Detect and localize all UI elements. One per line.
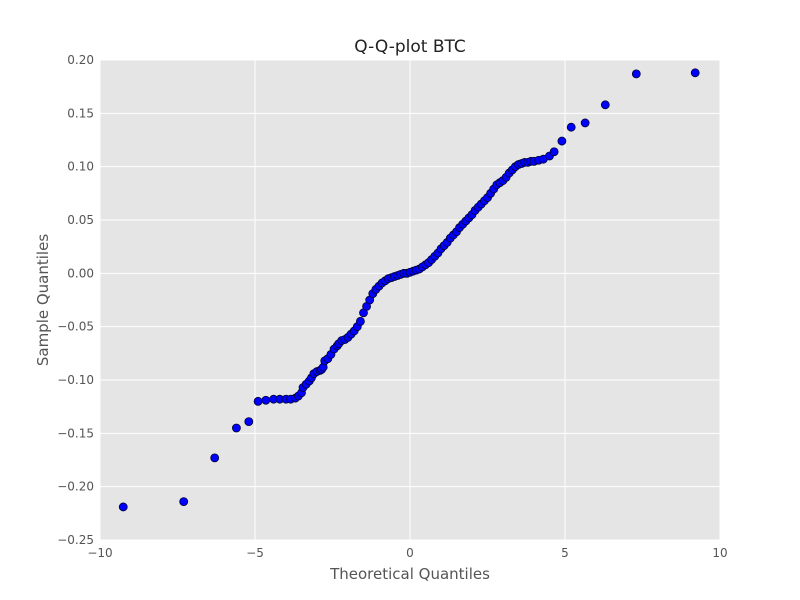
y-tick-label: −0.25 (57, 533, 94, 547)
data-point (118, 502, 128, 512)
y-tick-labels: −0.25 −0.20 −0.15 −0.10 −0.05 0.00 0.05 0.10 0.1… (57, 53, 94, 547)
data-point (231, 423, 241, 433)
y-tick-label: 0.20 (67, 53, 94, 67)
data-point (179, 497, 189, 507)
data-point (580, 118, 590, 128)
data-point (244, 417, 254, 427)
y-tick-label: 0.10 (67, 160, 94, 174)
data-point (355, 316, 365, 326)
data-point (253, 396, 263, 406)
data-point (600, 100, 610, 110)
y-tick-label: −0.20 (57, 480, 94, 494)
data-point (690, 68, 700, 78)
data-point (210, 453, 220, 463)
y-tick-label: −0.05 (57, 320, 94, 334)
data-point (261, 395, 271, 405)
y-tick-label: 0.05 (67, 213, 94, 227)
x-tick-label: −10 (87, 546, 112, 560)
x-tick-labels: −10 −5 0 5 10 (87, 546, 727, 560)
x-axis-label: Theoretical Quantiles (329, 565, 490, 583)
y-tick-label: 0.00 (67, 266, 94, 280)
x-tick-label: 5 (561, 546, 569, 560)
x-tick-label: 0 (406, 546, 414, 560)
y-tick-label: 0.15 (67, 106, 94, 120)
data-point (566, 122, 576, 132)
y-tick-label: −0.10 (57, 373, 94, 387)
data-point (549, 147, 559, 157)
y-tick-label: −0.15 (57, 426, 94, 440)
x-tick-label: 10 (712, 546, 727, 560)
data-point (557, 136, 567, 146)
chart-title: Q-Q-plot BTC (354, 37, 466, 57)
data-points (118, 68, 700, 512)
data-point (631, 69, 641, 79)
x-tick-label: −5 (246, 546, 264, 560)
y-axis-label: Sample Quantiles (34, 234, 52, 366)
